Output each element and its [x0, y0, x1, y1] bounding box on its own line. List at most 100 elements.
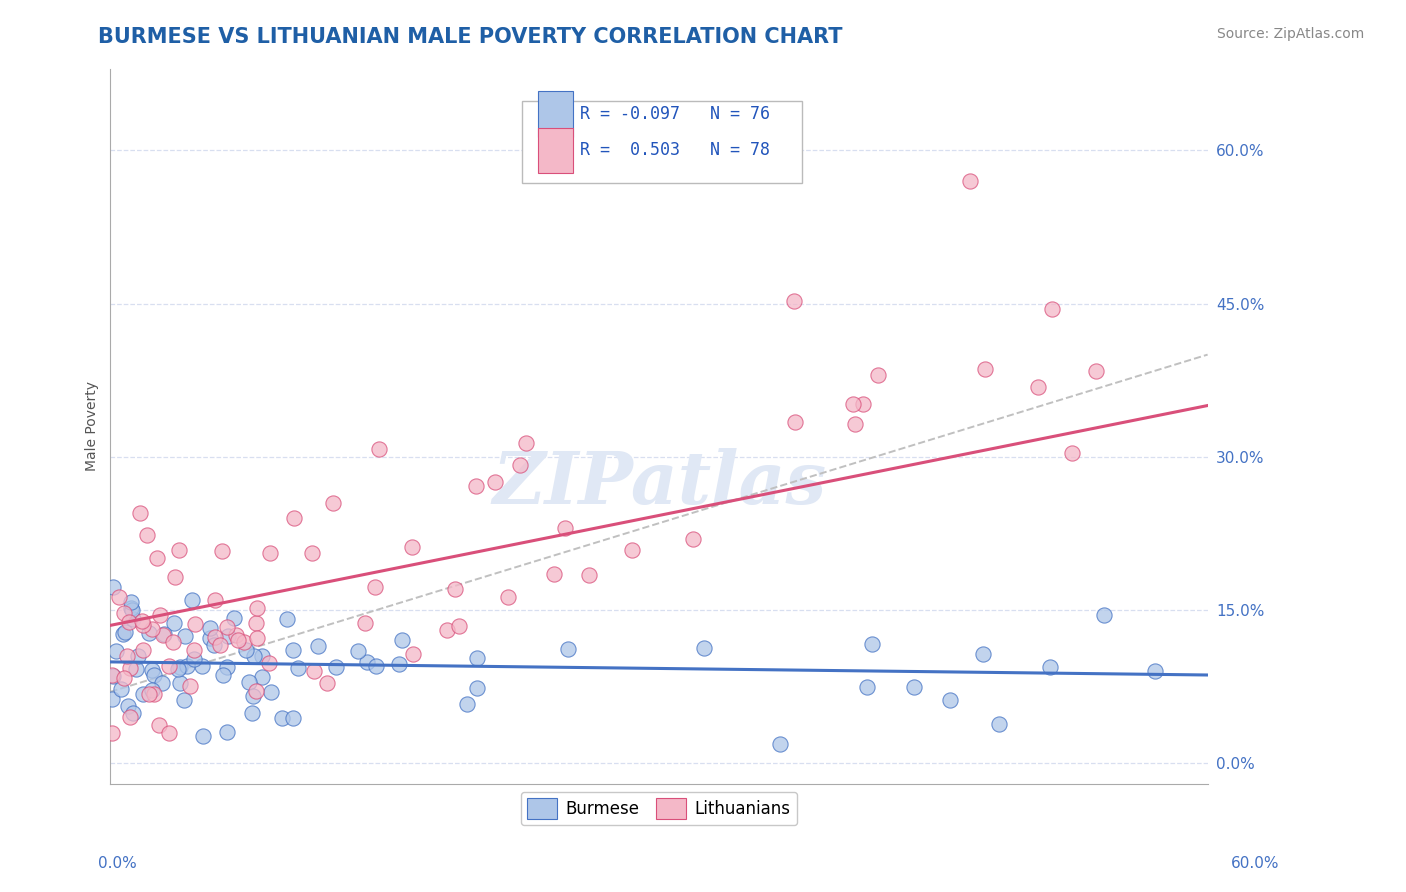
Point	[785, 415, 807, 429]
Point	[112, 607, 135, 621]
Point	[173, 692, 195, 706]
Point	[198, 631, 221, 645]
Point	[271, 711, 294, 725]
Point	[959, 174, 981, 188]
Point	[136, 528, 159, 542]
Point	[120, 601, 142, 615]
Point	[356, 656, 378, 670]
Point	[233, 634, 256, 648]
Point	[152, 676, 174, 690]
Point	[225, 628, 247, 642]
Point	[101, 692, 124, 706]
Point	[149, 607, 172, 622]
Point	[447, 619, 470, 633]
Point	[903, 680, 925, 694]
Point	[179, 679, 201, 693]
Point	[844, 417, 866, 432]
Point	[682, 532, 704, 546]
Point	[259, 546, 281, 560]
Point	[162, 634, 184, 648]
FancyBboxPatch shape	[538, 92, 574, 137]
Point	[276, 612, 298, 626]
Point	[456, 697, 478, 711]
Point	[860, 637, 883, 651]
Point	[127, 648, 149, 663]
Point	[208, 639, 231, 653]
Point	[304, 664, 326, 678]
Point	[128, 507, 150, 521]
Point	[118, 661, 141, 675]
Point	[281, 711, 304, 725]
Point	[138, 687, 160, 701]
FancyBboxPatch shape	[522, 101, 801, 183]
Text: 0.0%: 0.0%	[98, 856, 138, 871]
Point	[515, 436, 537, 450]
Point	[325, 659, 347, 673]
Point	[465, 651, 488, 665]
Point	[228, 633, 250, 648]
Point	[257, 656, 280, 670]
Point	[693, 640, 716, 655]
Point	[554, 521, 576, 535]
Point	[224, 611, 246, 625]
Point	[105, 644, 128, 658]
Point	[238, 674, 260, 689]
Text: BURMESE VS LITHUANIAN MALE POVERTY CORRELATION CHART: BURMESE VS LITHUANIAN MALE POVERTY CORRE…	[98, 27, 844, 46]
Point	[132, 642, 155, 657]
Point	[108, 590, 131, 604]
Point	[217, 629, 239, 643]
Point	[157, 725, 180, 739]
Point	[176, 658, 198, 673]
Point	[367, 442, 389, 456]
Point	[198, 621, 221, 635]
Point	[543, 567, 565, 582]
Point	[972, 647, 994, 661]
Point	[121, 612, 143, 626]
Point	[769, 737, 792, 751]
Point	[496, 590, 519, 604]
Point	[124, 662, 146, 676]
Point	[132, 687, 155, 701]
Point	[245, 600, 267, 615]
Point	[103, 669, 125, 683]
Point	[191, 659, 214, 673]
Point	[578, 568, 600, 582]
Point	[120, 594, 142, 608]
Point	[202, 638, 225, 652]
Point	[173, 629, 195, 643]
Point	[436, 623, 458, 637]
Point	[388, 657, 411, 671]
Point	[118, 615, 141, 629]
Point	[401, 540, 423, 554]
Point	[465, 681, 488, 695]
Point	[101, 580, 124, 594]
Point	[167, 662, 190, 676]
Point	[401, 647, 423, 661]
Point	[243, 649, 266, 664]
Point	[152, 627, 174, 641]
Point	[138, 625, 160, 640]
Point	[1062, 446, 1084, 460]
FancyBboxPatch shape	[538, 128, 574, 173]
Point	[240, 706, 263, 720]
Point	[307, 639, 329, 653]
Point	[322, 496, 344, 510]
Point	[141, 663, 163, 677]
Point	[250, 670, 273, 684]
Text: R = -0.097   N = 76: R = -0.097 N = 76	[581, 105, 770, 123]
Point	[868, 368, 890, 382]
Point	[245, 683, 267, 698]
Point	[211, 544, 233, 558]
Point	[465, 479, 488, 493]
Point	[191, 729, 214, 743]
Point	[287, 661, 309, 675]
Point	[204, 630, 226, 644]
Point	[212, 668, 235, 682]
Point	[364, 580, 387, 594]
Point	[283, 511, 305, 525]
Point	[842, 397, 865, 411]
Point	[145, 551, 167, 566]
Point	[245, 615, 267, 630]
Point	[141, 683, 163, 698]
Point	[444, 582, 467, 596]
